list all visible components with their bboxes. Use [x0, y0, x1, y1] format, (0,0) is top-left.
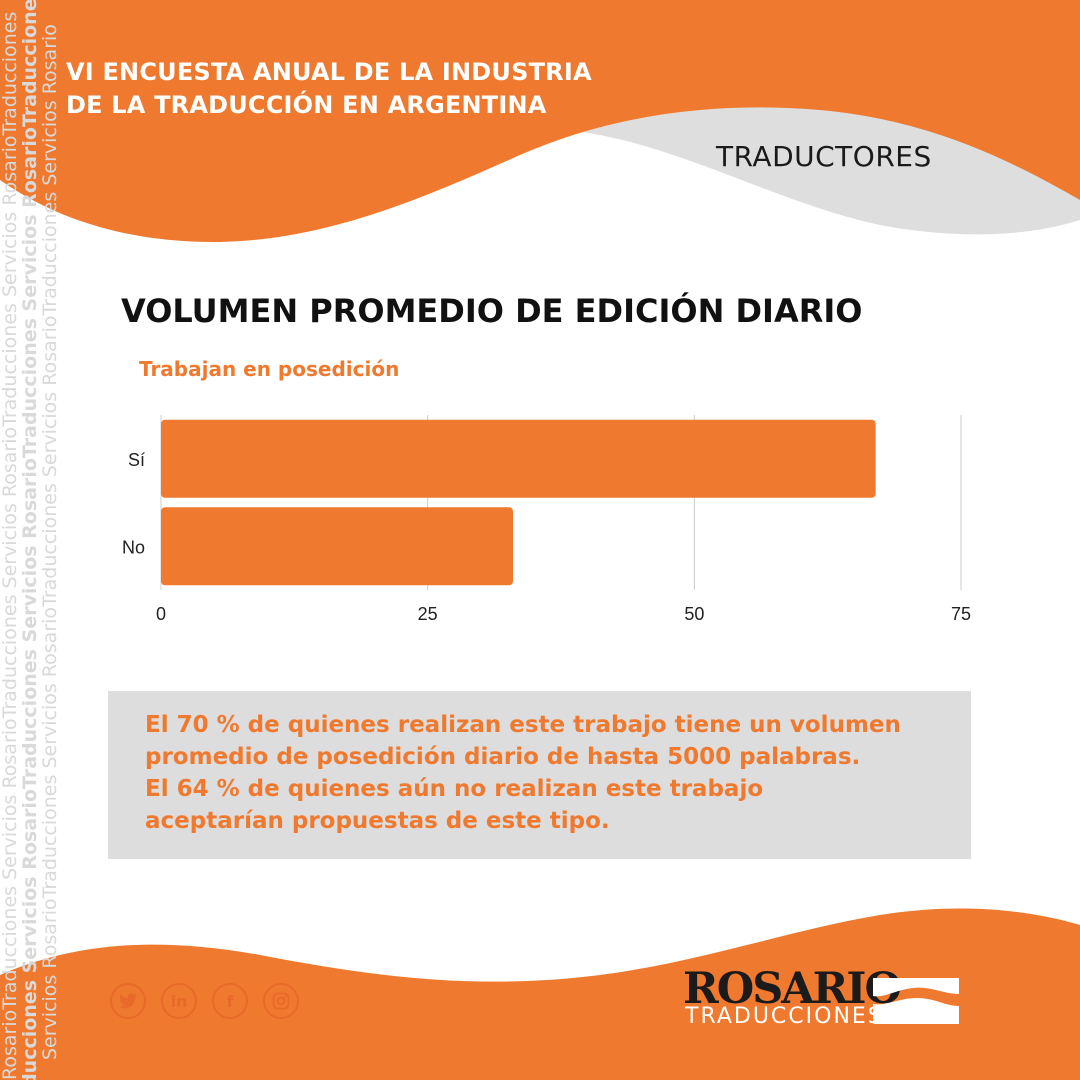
facebook-glyph: f	[226, 991, 234, 1011]
watermark-line-1: RosarioTraducciones Servicios RosarioTra…	[0, 12, 21, 1080]
insight-line-4: aceptarían propuestas de este tipo.	[145, 808, 610, 834]
category-label: Sí	[128, 450, 145, 470]
bar-no	[161, 507, 513, 586]
watermark-line-3: Servicios RosarioTraducciones Servicios …	[39, 24, 60, 1060]
insight-callout: El 70 % de quienes realizan este trabajo…	[108, 691, 971, 859]
chart-bars	[161, 419, 876, 586]
rosario-traducciones-logo: ROSARIO TRADUCCIONES	[683, 964, 963, 1030]
insight-line-2: promedio de posedición diario de hasta 5…	[145, 744, 861, 770]
survey-title-line-2: DE LA TRADUCCIÓN EN ARGENTINA	[66, 91, 547, 119]
logo-main-text: ROSARIO	[683, 964, 902, 1014]
insight-text: El 70 % de quienes realizan este trabajo…	[145, 709, 955, 837]
vertical-watermark: RosarioTraducciones Servicios RosarioTra…	[0, 0, 60, 1080]
linkedin-glyph: in	[170, 991, 188, 1011]
survey-title-line-1: VI ENCUESTA ANUAL DE LA INDUSTRIA	[66, 58, 592, 86]
x-tick-label: 50	[684, 604, 704, 624]
x-tick-label: 0	[156, 604, 166, 624]
social-links: in f	[110, 983, 299, 1019]
logo-sub-text: TRADUCCIONES	[685, 1004, 884, 1029]
chart-labels: 0 25 50 75 Sí No	[122, 450, 971, 624]
instagram-icon[interactable]	[263, 983, 299, 1019]
chart-title: VOLUMEN PROMEDIO DE EDICIÓN DIARIO	[121, 292, 863, 330]
survey-title: VI ENCUESTA ANUAL DE LA INDUSTRIA DE LA …	[66, 56, 646, 122]
category-label: No	[122, 537, 145, 557]
header-orange-band	[0, 0, 1080, 243]
insight-line-1: El 70 % de quienes realizan este trabajo…	[145, 712, 901, 738]
logo-mark-icon	[873, 978, 959, 1024]
chart-subtitle: Trabajan en posedición	[139, 357, 400, 381]
section-label: TRADUCTORES	[716, 140, 932, 173]
twitter-icon[interactable]	[110, 983, 146, 1019]
x-tick-label: 75	[951, 604, 971, 624]
insight-line-3: El 64 % de quienes aún no realizan este …	[145, 776, 764, 802]
facebook-icon[interactable]: f	[212, 983, 248, 1019]
bar-si	[161, 419, 876, 498]
x-tick-label: 25	[418, 604, 438, 624]
watermark-line-2: Traducciones Servicios RosarioTraduccion…	[19, 0, 41, 1080]
footer-orange-band	[0, 908, 1080, 1080]
bar-chart: 0 25 50 75 Sí No	[122, 415, 971, 624]
linkedin-icon[interactable]: in	[161, 983, 197, 1019]
